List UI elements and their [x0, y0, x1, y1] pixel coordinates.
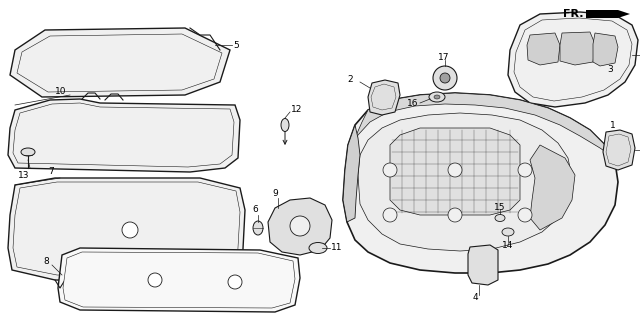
Ellipse shape	[429, 92, 445, 102]
Polygon shape	[268, 198, 332, 255]
Circle shape	[290, 216, 310, 236]
Polygon shape	[368, 80, 400, 115]
Text: 17: 17	[438, 53, 449, 61]
Polygon shape	[13, 182, 240, 277]
Ellipse shape	[434, 95, 440, 99]
Polygon shape	[514, 18, 632, 101]
Text: 16: 16	[407, 100, 419, 108]
Circle shape	[448, 163, 462, 177]
Ellipse shape	[502, 228, 514, 236]
Polygon shape	[593, 33, 618, 66]
Circle shape	[448, 208, 462, 222]
Text: 10: 10	[55, 87, 67, 96]
Circle shape	[228, 275, 242, 289]
Polygon shape	[390, 128, 520, 215]
Text: FR.: FR.	[563, 9, 584, 19]
Circle shape	[433, 66, 457, 90]
Ellipse shape	[281, 119, 289, 132]
Polygon shape	[13, 103, 234, 167]
Polygon shape	[10, 28, 230, 97]
Text: 11: 11	[331, 243, 342, 253]
Polygon shape	[8, 99, 240, 172]
Circle shape	[518, 208, 532, 222]
Text: 3: 3	[607, 66, 612, 74]
Circle shape	[383, 163, 397, 177]
Text: 15: 15	[494, 204, 506, 212]
Polygon shape	[352, 93, 610, 155]
Text: 1: 1	[610, 120, 616, 130]
Text: 9: 9	[272, 189, 278, 197]
Polygon shape	[343, 125, 360, 222]
Ellipse shape	[253, 221, 263, 235]
Text: 5: 5	[233, 41, 239, 49]
Text: 14: 14	[502, 241, 513, 249]
Polygon shape	[63, 252, 295, 308]
Polygon shape	[560, 32, 595, 65]
Ellipse shape	[495, 215, 505, 222]
Text: 4: 4	[473, 294, 479, 302]
Text: 6: 6	[252, 205, 258, 215]
Polygon shape	[358, 113, 572, 251]
Polygon shape	[58, 248, 300, 312]
Circle shape	[148, 273, 162, 287]
Circle shape	[122, 222, 138, 238]
Polygon shape	[468, 245, 498, 285]
Polygon shape	[8, 178, 245, 282]
Polygon shape	[508, 12, 638, 107]
Polygon shape	[527, 33, 560, 65]
Text: 13: 13	[18, 171, 29, 179]
Polygon shape	[530, 145, 575, 230]
Polygon shape	[17, 34, 222, 92]
Ellipse shape	[309, 243, 327, 254]
Circle shape	[518, 163, 532, 177]
Polygon shape	[586, 10, 630, 18]
Polygon shape	[606, 134, 631, 166]
Polygon shape	[603, 130, 635, 170]
Polygon shape	[371, 84, 396, 110]
Text: 12: 12	[291, 106, 302, 114]
Ellipse shape	[21, 148, 35, 156]
Text: 8: 8	[43, 257, 49, 267]
Text: 2: 2	[347, 74, 353, 83]
Circle shape	[440, 73, 450, 83]
Text: 7: 7	[48, 167, 54, 177]
Polygon shape	[343, 93, 618, 273]
Circle shape	[383, 208, 397, 222]
